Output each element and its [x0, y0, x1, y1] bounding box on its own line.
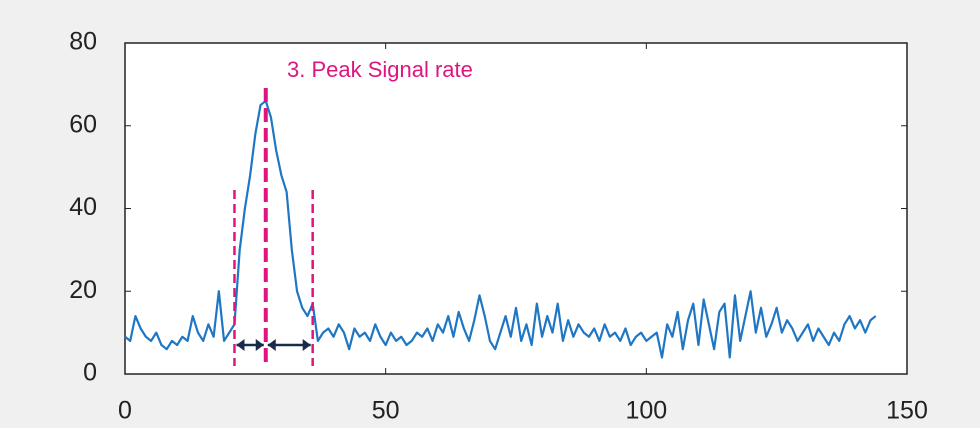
arrow-head — [267, 339, 276, 351]
plot-area — [124, 42, 908, 375]
arrow-head — [255, 339, 264, 351]
y-tick-label: 0 — [83, 359, 97, 387]
arrow-head — [302, 339, 311, 351]
x-tick-label: 150 — [886, 397, 928, 425]
annotation: 3. Peak Signal rate — [287, 57, 473, 82]
signal-line — [124, 99, 877, 359]
y-tick-label: 40 — [69, 193, 97, 221]
y-tick-label: 80 — [69, 28, 97, 56]
x-tick-label: 0 — [118, 397, 132, 425]
x-tick-label: 50 — [372, 397, 400, 425]
x-tick-label: 100 — [625, 397, 667, 425]
arrow-head — [236, 339, 245, 351]
y-tick-label: 20 — [69, 276, 97, 304]
y-tick-label: 60 — [69, 110, 97, 138]
